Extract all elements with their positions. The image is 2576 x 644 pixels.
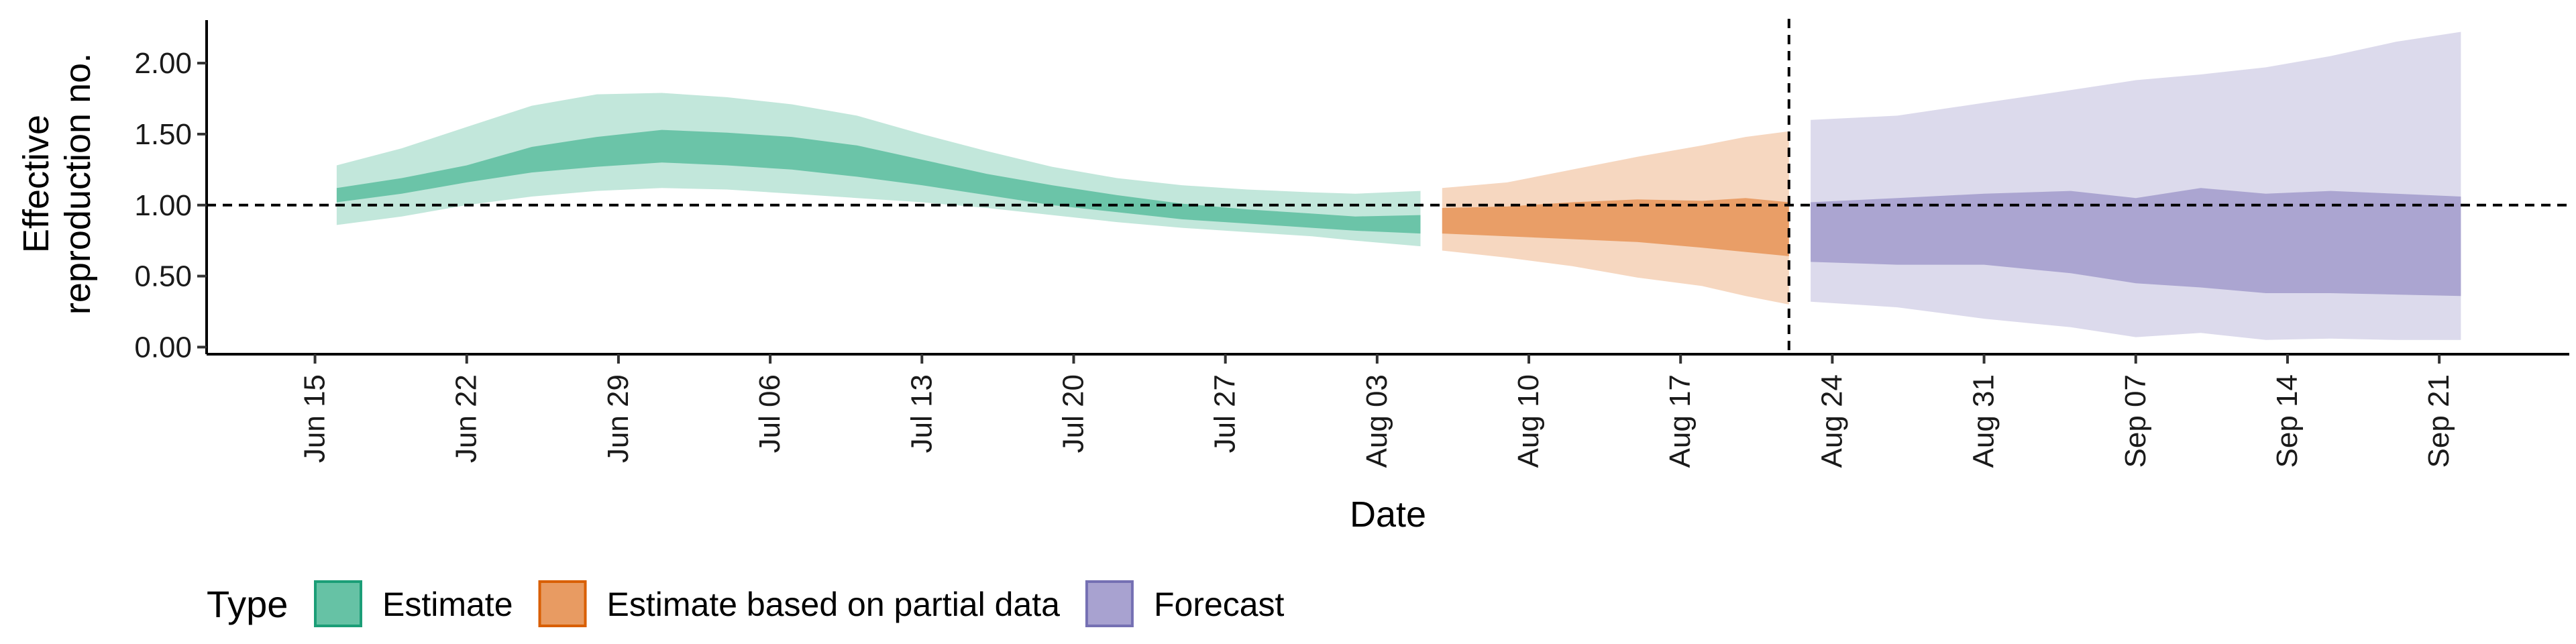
legend-swatch bbox=[1087, 582, 1132, 626]
x-tick-label: Jul 06 bbox=[753, 374, 786, 453]
x-tick-label: Sep 07 bbox=[2119, 374, 2152, 468]
x-tick-label: Sep 21 bbox=[2422, 374, 2455, 468]
y-tick-label: 0.00 bbox=[134, 331, 192, 364]
x-tick-label: Jul 20 bbox=[1057, 374, 1089, 453]
legend: Type Estimate Estimate based on partial da… bbox=[207, 582, 1285, 626]
y-axis-title-line: Effective bbox=[16, 115, 56, 253]
x-tick-label: Aug 31 bbox=[1968, 374, 2000, 468]
x-tick-label: Jun 22 bbox=[450, 374, 483, 463]
x-tick-label: Aug 10 bbox=[1512, 374, 1545, 468]
y-tick-label: 1.00 bbox=[134, 189, 192, 222]
legend-title: Type bbox=[207, 583, 288, 625]
legend-label: Estimate bbox=[382, 586, 513, 623]
legend-swatch bbox=[540, 582, 586, 626]
x-tick-label: Aug 17 bbox=[1664, 374, 1697, 468]
x-tick-label: Jul 27 bbox=[1209, 374, 1242, 453]
legend-swatch bbox=[315, 582, 361, 626]
legend-label: Forecast bbox=[1154, 586, 1285, 623]
legend-label: Estimate based on partial data bbox=[607, 586, 1061, 623]
bands-layer bbox=[337, 32, 2461, 340]
y-tick-label: 2.00 bbox=[134, 47, 192, 80]
x-tick-label: Jun 15 bbox=[299, 374, 331, 463]
y-tick-label: 0.50 bbox=[134, 260, 192, 293]
x-tick-label: Sep 14 bbox=[2271, 374, 2304, 468]
y-tick-label: 1.50 bbox=[134, 118, 192, 151]
x-tick-label: Jun 29 bbox=[602, 374, 635, 463]
x-tick-label: Aug 03 bbox=[1360, 374, 1393, 468]
x-tick-label: Jul 13 bbox=[905, 374, 938, 453]
x-tick-label: Aug 24 bbox=[1815, 374, 1848, 468]
y-axis-title-line: reproduction no. bbox=[58, 53, 98, 315]
x-axis-title: Date bbox=[1350, 494, 1426, 535]
